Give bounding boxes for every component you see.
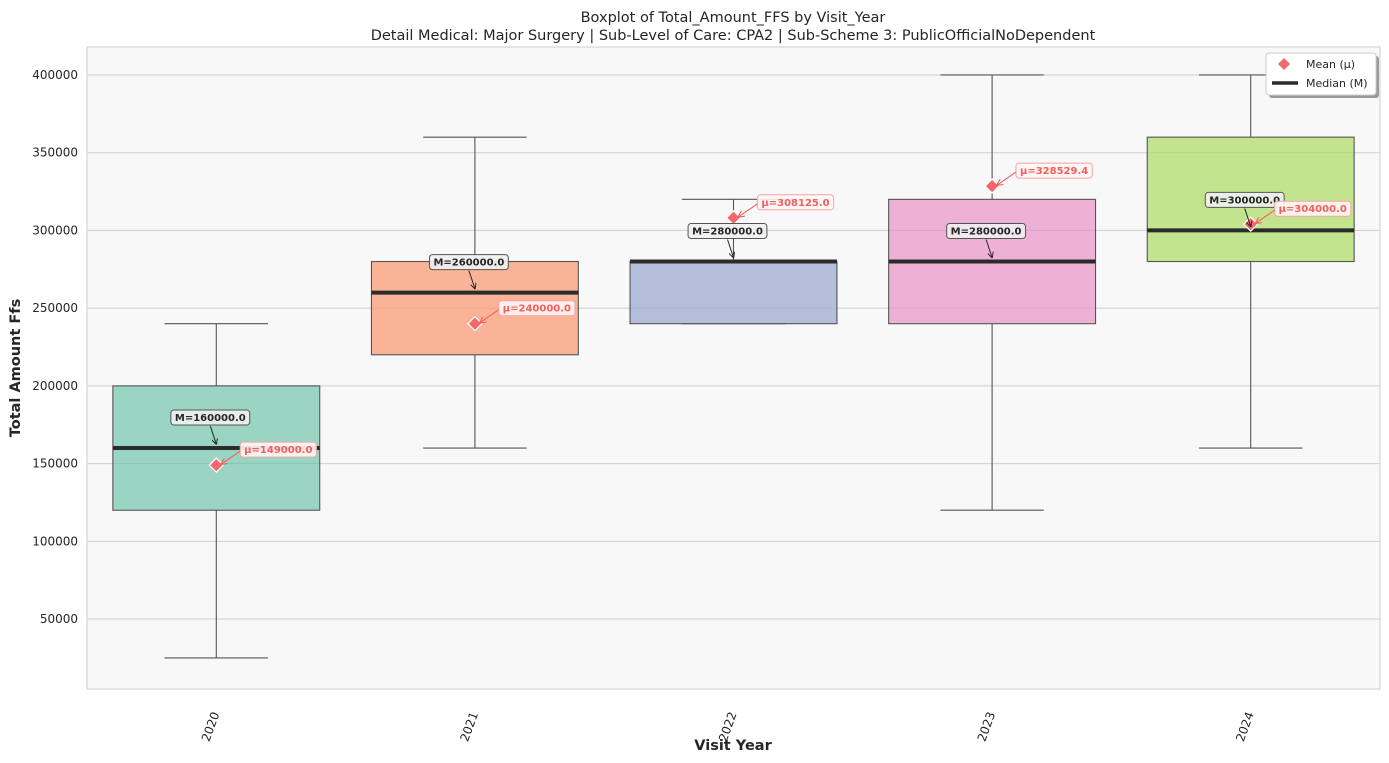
y-tick-label: 250000	[32, 301, 78, 315]
median-annotation-frame	[946, 223, 1027, 240]
y-tick-label: 50000	[40, 612, 78, 626]
mean-annotation-frame	[239, 441, 317, 458]
chart-title: Boxplot of Total_Amount_FFS by Visit_Yea…	[581, 10, 886, 26]
y-tick-label: 150000	[32, 457, 78, 471]
x-tick-label: 2021	[457, 710, 481, 743]
median-annotation-text: M=280000.0	[692, 227, 763, 238]
median-annotation: M=260000.0	[428, 254, 509, 271]
mean-annotation: μ=149000.0	[239, 441, 317, 458]
mean-arrow	[1256, 209, 1275, 223]
mean-annotation-text: μ=304000.0	[1279, 204, 1347, 215]
mean-annotation: μ=308125.0	[756, 194, 835, 211]
median-arrow	[209, 425, 216, 444]
mean-arrow	[221, 450, 241, 464]
box-2021	[370, 136, 579, 449]
mean-annotation-text: μ=149000.0	[244, 445, 312, 456]
median-annotation-text: M=300000.0	[1209, 195, 1280, 206]
mean-annotation-frame	[756, 194, 835, 211]
box-2023	[888, 74, 1097, 511]
median-annotation-text: M=280000.0	[951, 227, 1022, 238]
mean-annotation-text: μ=308125.0	[761, 198, 829, 209]
chart-subtitle: Detail Medical: Major Surgery | Sub-Leve…	[371, 28, 1096, 44]
legend: Mean (μ) Median (M)	[1265, 52, 1379, 98]
median-annotation: M=280000.0	[946, 223, 1027, 240]
x-tick-label: 2020	[199, 710, 223, 743]
median-arrow	[1244, 208, 1251, 226]
mean-arrow	[739, 203, 758, 217]
y-tick-label: 400000	[32, 68, 78, 82]
y-tick-label: 100000	[32, 534, 78, 548]
median-annotation-text: M=160000.0	[175, 413, 246, 424]
median-annotation-frame	[428, 254, 509, 271]
mean-annotation: μ=304000.0	[1274, 200, 1352, 217]
mean-annotation-text: μ=328529.4	[1020, 166, 1088, 177]
x-tick-label: 2023	[975, 710, 999, 743]
mean-arrow	[997, 171, 1017, 185]
mean-annotation-text: μ=240000.0	[503, 304, 571, 315]
mean-annotation-frame	[1015, 162, 1093, 179]
median-arrow	[468, 270, 475, 289]
legend-median-label: Median (M)	[1306, 77, 1368, 90]
median-annotation-frame	[1204, 191, 1285, 208]
mean-annotation-frame	[498, 300, 576, 317]
median-annotation-text: M=260000.0	[433, 258, 504, 269]
mean-annotation: μ=240000.0	[498, 300, 576, 317]
x-tick-label: 2024	[1233, 710, 1257, 743]
median-arrow	[985, 239, 992, 258]
median-annotation-frame	[170, 409, 251, 426]
median-annotation: M=160000.0	[170, 409, 251, 426]
median-annotation: M=300000.0	[1204, 191, 1285, 208]
legend-mean-icon	[1278, 58, 1290, 70]
y-axis-label: Total Amount Ffs	[8, 299, 24, 437]
y-tick-label: 300000	[32, 223, 78, 237]
y-tick-label: 200000	[32, 379, 78, 393]
y-tick-label: 350000	[32, 146, 78, 160]
median-annotation-frame	[687, 223, 768, 240]
box-2022	[629, 198, 838, 325]
mean-arrow	[480, 309, 500, 323]
mean-annotation: μ=328529.4	[1015, 162, 1093, 179]
legend-mean-label: Mean (μ)	[1306, 58, 1355, 71]
mean-annotation-frame	[1274, 200, 1352, 217]
median-arrow	[727, 239, 734, 258]
iqr-box	[629, 260, 838, 325]
x-axis-label: Visit Year	[694, 738, 772, 754]
median-annotation: M=280000.0	[687, 223, 768, 240]
